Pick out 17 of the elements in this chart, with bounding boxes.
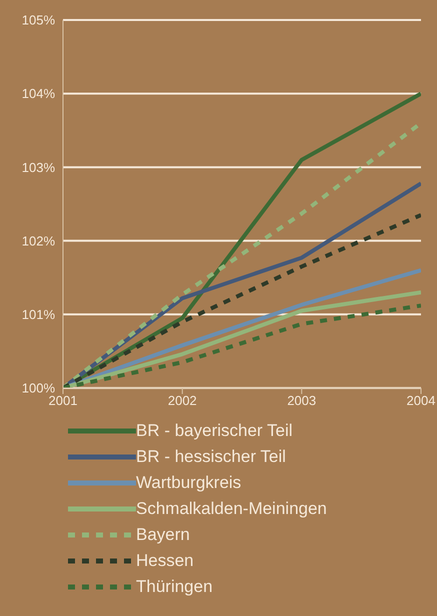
- legend-label: Thüringen: [136, 577, 213, 597]
- legend-label: Bayern: [136, 525, 190, 545]
- y-tick-label: 105%: [22, 12, 56, 28]
- legend-label: Wartburgkreis: [136, 473, 242, 493]
- legend-label: BR - bayerischer Teil: [136, 421, 293, 441]
- legend-label: Schmalkalden-Meiningen: [136, 499, 327, 519]
- legend-label: BR - hessischer Teil: [136, 447, 286, 467]
- x-tick-label: 2001: [48, 393, 78, 408]
- y-tick-label: 101%: [22, 307, 56, 322]
- x-tick-label: 2002: [168, 393, 197, 408]
- y-tick-label: 103%: [22, 160, 56, 175]
- y-tick-label: 102%: [22, 233, 56, 248]
- y-tick-label: 100%: [22, 380, 56, 396]
- y-tick-label: 104%: [22, 86, 56, 102]
- x-tick-label: 2004: [406, 393, 436, 408]
- x-tick-label: 2003: [287, 393, 316, 408]
- legend-label: Hessen: [136, 551, 194, 571]
